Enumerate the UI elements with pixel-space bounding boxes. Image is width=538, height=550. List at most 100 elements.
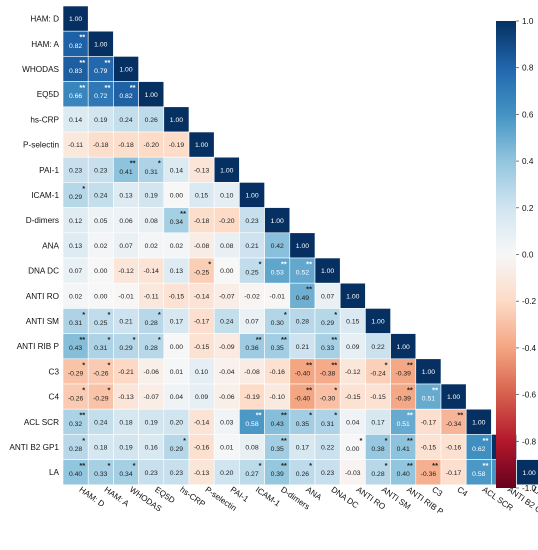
cell-value-label: 0.00	[94, 293, 107, 300]
significance-marker: **	[79, 411, 85, 420]
heatmap-cell	[264, 257, 291, 284]
cell-value-label: 0.02	[170, 243, 183, 250]
heatmap-cell	[188, 131, 215, 158]
cell-value-label: -0.11	[68, 142, 83, 149]
heatmap-cell	[62, 257, 89, 284]
cell-value-label: 0.43	[69, 345, 82, 352]
cell-value-label: 1.00	[69, 16, 82, 23]
cell-value-label: 0.21	[119, 319, 132, 326]
cell-value-label: -0.15	[345, 394, 361, 401]
cell-value-label: -0.29	[93, 396, 109, 403]
cell-value-label: 0.00	[94, 268, 107, 275]
cell-value-label: 0.09	[346, 344, 359, 351]
cell-value-label: 0.06	[119, 218, 132, 225]
heatmap-cell	[62, 182, 89, 208]
heatmap-cell	[188, 282, 215, 309]
cell-value-label: 0.27	[245, 471, 258, 478]
column-label: HAM: A	[103, 485, 131, 509]
heatmap-cell	[87, 282, 114, 309]
significance-marker: *	[82, 310, 85, 319]
heatmap-cell	[390, 358, 417, 385]
cell-value-label: 0.24	[94, 419, 107, 426]
column-label: LA	[531, 485, 538, 498]
cell-value-label: 0.02	[69, 293, 82, 300]
significance-marker: **	[256, 335, 262, 344]
heatmap-cell	[289, 232, 316, 259]
cell-value-label: 0.20	[170, 419, 183, 426]
cell-value-label: 0.19	[119, 445, 132, 452]
heatmap-cell	[62, 207, 89, 234]
heatmap-cell	[163, 131, 190, 158]
heatmap-cell	[188, 156, 215, 183]
significance-marker: **	[331, 360, 337, 369]
cell-value-label: 0.09	[195, 394, 208, 401]
cell-value-label: 0.32	[69, 421, 82, 428]
significance-marker: **	[407, 386, 413, 395]
significance-marker: **	[79, 335, 85, 344]
heatmap-cell	[213, 282, 240, 309]
cell-value-label: -0.15	[169, 293, 185, 300]
cell-value-label: -0.14	[143, 268, 159, 275]
cell-value-label: -0.18	[194, 218, 210, 225]
cell-value-label: 0.02	[145, 243, 158, 250]
heatmap-cell	[113, 232, 139, 259]
significance-marker: **	[432, 461, 438, 470]
cell-value-label: 0.31	[145, 169, 158, 176]
cell-value-label: 0.31	[321, 421, 334, 428]
cell-value-label: 1.00	[346, 293, 359, 300]
heatmap-cell	[213, 434, 240, 460]
heatmap-cell	[87, 156, 114, 183]
cell-value-label: 0.28	[69, 446, 82, 453]
heatmap-cell	[87, 358, 114, 385]
column-label: hs-CRP	[178, 485, 207, 509]
heatmap-cell	[213, 358, 240, 385]
heatmap-cell	[87, 106, 114, 133]
cell-value-label: 0.15	[195, 193, 208, 200]
cell-value-label: 0.07	[69, 268, 82, 275]
significance-marker: **	[306, 285, 312, 294]
cell-value-label: -0.03	[345, 470, 361, 477]
cell-value-label: -0.07	[219, 293, 235, 300]
cell-value-label: 0.10	[220, 193, 233, 200]
heatmap-cell	[113, 358, 139, 385]
significance-marker: **	[281, 411, 287, 420]
heatmap-cell	[239, 434, 265, 460]
heatmap-cell	[188, 207, 215, 234]
cell-value-label: 0.23	[145, 470, 158, 477]
cell-value-label: 0.13	[119, 193, 132, 200]
heatmap-cell	[138, 81, 165, 108]
cell-value-label: 0.40	[397, 471, 410, 478]
significance-marker: **	[281, 335, 287, 344]
significance-marker: *	[158, 335, 161, 344]
cell-value-label: 1.00	[94, 41, 107, 48]
significance-marker: **	[79, 33, 85, 42]
cell-value-label: 0.14	[170, 167, 183, 174]
heatmap-cell	[365, 308, 391, 334]
cell-value-label: -0.01	[269, 293, 285, 300]
heatmap-cell	[188, 257, 215, 284]
cell-value-label: 1.00	[397, 344, 410, 351]
heatmap-cell	[390, 459, 417, 486]
cell-value-label: -0.39	[395, 370, 411, 377]
heatmap-cell	[213, 383, 240, 410]
significance-marker: *	[107, 360, 110, 369]
heatmap-cell	[213, 459, 240, 486]
cell-value-label: -0.06	[219, 394, 235, 401]
cell-value-label: 0.28	[145, 320, 158, 327]
heatmap-cell	[239, 333, 265, 360]
cell-value-label: -0.20	[219, 218, 235, 225]
significance-marker: *	[385, 436, 388, 445]
heatmap-cell	[365, 434, 391, 460]
heatmap-cell	[465, 459, 492, 486]
heatmap-cell	[138, 434, 165, 460]
cell-value-label: 0.40	[69, 471, 82, 478]
heatmap-cell	[87, 383, 114, 410]
cell-value-label: 0.19	[94, 117, 107, 124]
cell-value-label: -0.17	[421, 419, 437, 426]
significance-marker: **	[79, 461, 85, 470]
significance-marker: *	[385, 461, 388, 470]
cell-value-label: 0.79	[94, 68, 107, 75]
significance-marker: *	[259, 260, 262, 269]
cell-value-label: 0.34	[119, 471, 132, 478]
cell-value-label: 0.17	[170, 319, 183, 326]
